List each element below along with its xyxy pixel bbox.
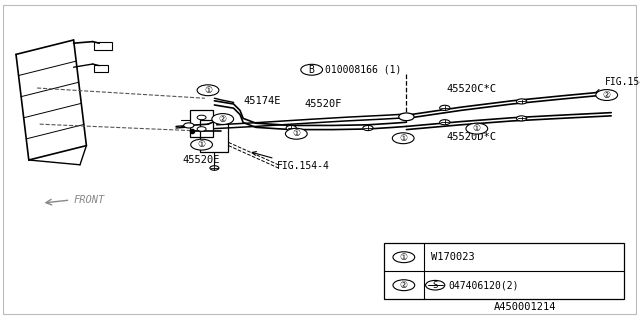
Text: ①: ① [473, 124, 481, 133]
Text: B: B [308, 65, 315, 75]
Bar [200, 120, 228, 152]
Circle shape [596, 90, 618, 100]
Text: 45520C*C: 45520C*C [447, 84, 497, 94]
Circle shape [197, 115, 206, 120]
Text: S: S [433, 281, 438, 290]
Text: A450001214: A450001214 [493, 301, 556, 312]
Circle shape [516, 99, 527, 104]
Circle shape [212, 114, 234, 124]
Circle shape [440, 120, 450, 125]
Circle shape [197, 85, 219, 96]
Circle shape [466, 123, 488, 134]
Text: ②: ② [219, 115, 227, 124]
Text: W170023: W170023 [431, 252, 475, 262]
Text: 010008166 (1): 010008166 (1) [325, 65, 401, 75]
Bar [384, 243, 624, 299]
Circle shape [197, 127, 206, 131]
Text: ①: ① [198, 140, 205, 149]
Circle shape [210, 166, 219, 170]
Text: ②: ② [603, 91, 611, 100]
Text: FIG.154-4: FIG.154-4 [252, 152, 330, 172]
Circle shape [440, 105, 450, 110]
Circle shape [392, 133, 414, 144]
Circle shape [363, 125, 373, 131]
Circle shape [393, 280, 415, 291]
Circle shape [286, 125, 296, 131]
Text: FRONT: FRONT [74, 195, 105, 205]
Text: 047406120(2): 047406120(2) [448, 280, 518, 290]
Text: ①: ① [292, 129, 300, 138]
Text: 45174E: 45174E [243, 96, 281, 106]
Circle shape [285, 128, 307, 139]
Text: 45520F: 45520F [305, 100, 342, 109]
Text: ①: ① [204, 86, 212, 95]
Text: ①: ① [399, 134, 407, 143]
Text: FIG.154-4: FIG.154-4 [596, 76, 640, 93]
Bar [191, 109, 212, 137]
Text: ①: ① [400, 253, 408, 262]
Bar [94, 42, 112, 50]
Bar [94, 65, 108, 72]
Circle shape [184, 123, 194, 128]
Text: ②: ② [400, 281, 408, 290]
Circle shape [516, 116, 527, 121]
Circle shape [191, 139, 212, 150]
Circle shape [301, 64, 323, 75]
Text: 45520D*C: 45520D*C [447, 132, 497, 142]
Text: 45520E: 45520E [183, 155, 220, 165]
Circle shape [393, 252, 415, 263]
Circle shape [399, 113, 414, 121]
Circle shape [426, 280, 445, 290]
